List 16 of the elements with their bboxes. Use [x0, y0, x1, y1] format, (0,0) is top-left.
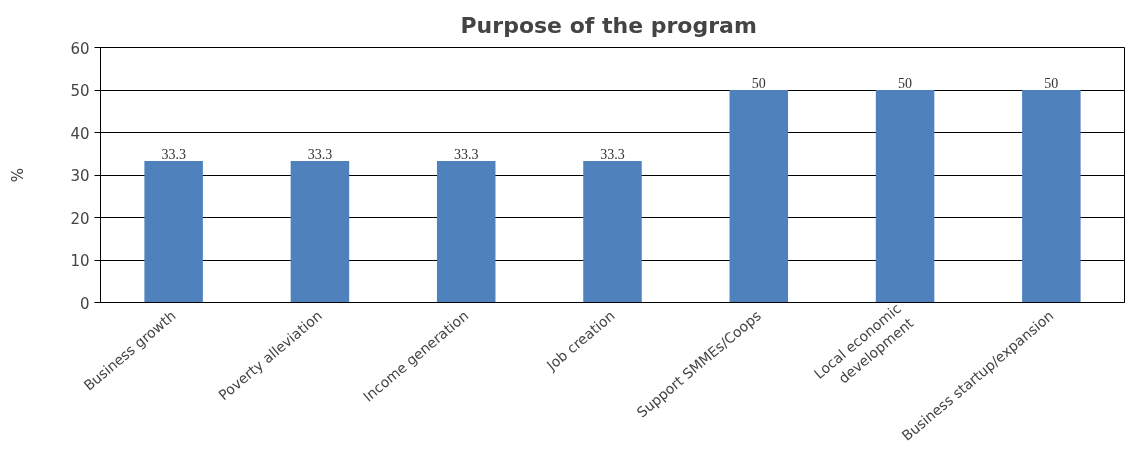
y-tick-label: 60: [70, 39, 90, 58]
data-label: 50: [751, 76, 766, 91]
data-label: 50: [1044, 76, 1059, 91]
data-label: 50: [898, 76, 913, 91]
y-tick-label: 30: [70, 167, 90, 185]
y-tick-label: 0: [79, 294, 90, 313]
data-label: 33.3: [161, 146, 186, 162]
data-label: 33.3: [600, 146, 625, 162]
y-tick-label: 20: [70, 209, 90, 228]
y-tick-label: 40: [70, 124, 90, 143]
data-label: 33.3: [453, 146, 479, 162]
y-axis-title: %: [9, 167, 28, 183]
y-tick-label: 50: [70, 82, 90, 100]
y-tick-label: 10: [70, 252, 90, 270]
chart-title: Purpose of the program: [460, 12, 757, 38]
data-label: 33.3: [307, 146, 333, 162]
